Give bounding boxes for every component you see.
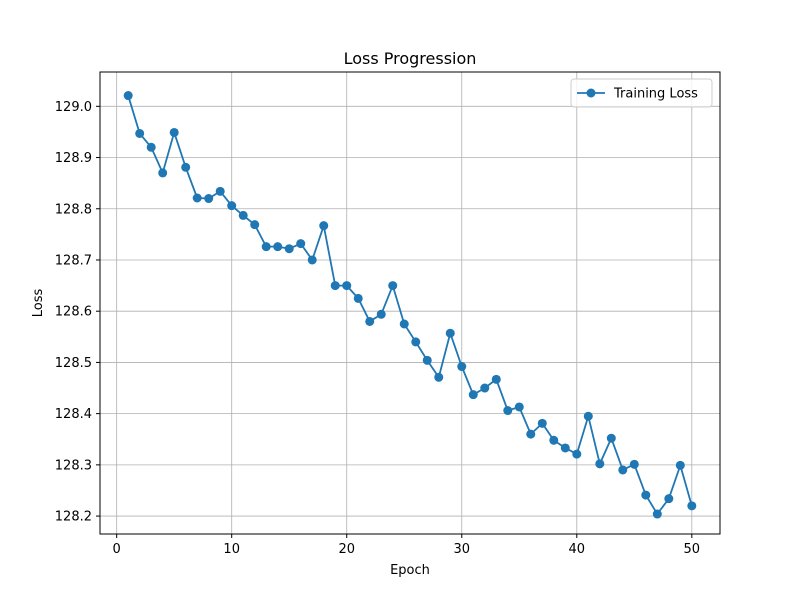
data-point xyxy=(158,168,168,178)
plot-frame xyxy=(99,71,721,535)
legend-marker xyxy=(586,88,596,98)
data-point xyxy=(215,186,225,196)
data-point xyxy=(422,355,432,365)
data-point xyxy=(526,429,536,439)
y-tick-label: 128.3 xyxy=(55,458,92,473)
data-point xyxy=(388,281,398,291)
axis-ticks: 0 10 20 30 40 50 128.2 128.3 128.4 128.5 128.6 128.… xyxy=(55,100,700,557)
data-point xyxy=(296,239,306,249)
data-point xyxy=(261,242,271,252)
data-point xyxy=(284,244,294,254)
data-point xyxy=(146,142,156,152)
data-point xyxy=(445,328,455,338)
x-axis-label: Epoch xyxy=(390,563,430,578)
data-point xyxy=(123,91,133,101)
y-tick-label: 129.0 xyxy=(55,100,92,115)
data-point xyxy=(319,221,329,231)
data-point xyxy=(365,316,375,326)
y-tick-label: 128.9 xyxy=(55,151,92,166)
y-tick-label: 128.7 xyxy=(55,253,92,268)
data-point xyxy=(169,127,179,137)
data-point xyxy=(227,201,237,211)
data-point xyxy=(583,411,593,421)
data-point xyxy=(468,390,478,400)
data-point xyxy=(537,418,547,428)
data-point xyxy=(330,281,340,291)
x-tick-label: 30 xyxy=(453,542,470,557)
data-point xyxy=(353,293,363,303)
chart-title: Loss Progression xyxy=(344,49,477,68)
data-point xyxy=(641,490,651,500)
data-point xyxy=(434,372,444,382)
data-point xyxy=(549,435,559,445)
data-point xyxy=(514,402,524,412)
data-point xyxy=(503,406,513,416)
data-point xyxy=(411,337,421,347)
data-point xyxy=(664,494,674,504)
y-tick-label: 128.8 xyxy=(55,202,92,217)
data-point xyxy=(273,242,283,252)
y-tick-label: 128.4 xyxy=(55,407,92,422)
data-point xyxy=(560,443,570,453)
data-point xyxy=(595,459,605,469)
data-point xyxy=(491,374,501,384)
y-axis-label: Loss xyxy=(31,289,46,318)
y-tick-label: 128.2 xyxy=(55,510,92,525)
data-point xyxy=(618,465,628,475)
data-point xyxy=(181,162,191,172)
data-point xyxy=(135,128,145,138)
data-point xyxy=(399,319,409,329)
y-tick-label: 128.6 xyxy=(55,305,92,320)
x-tick-label: 0 xyxy=(113,542,121,557)
data-point xyxy=(457,362,467,372)
legend-label: Training Loss xyxy=(613,87,698,102)
data-point xyxy=(687,501,697,511)
data-point xyxy=(250,220,260,230)
data-point xyxy=(376,309,386,319)
plot-area xyxy=(100,72,720,534)
data-point xyxy=(238,210,248,220)
data-point xyxy=(192,193,202,203)
data-point xyxy=(307,255,317,265)
x-tick-label: 50 xyxy=(684,542,701,557)
data-point xyxy=(652,509,662,519)
data-point xyxy=(675,460,685,470)
legend: Training Loss xyxy=(570,78,713,108)
x-tick-label: 40 xyxy=(569,542,586,557)
x-tick-label: 10 xyxy=(223,542,240,557)
y-tick-label: 128.5 xyxy=(55,356,92,371)
legend-box xyxy=(570,78,713,108)
data-point xyxy=(572,449,582,459)
data-point xyxy=(629,459,639,469)
x-tick-label: 20 xyxy=(338,542,355,557)
data-point xyxy=(204,194,214,204)
grid-lines xyxy=(100,72,720,534)
series-layer xyxy=(123,91,697,519)
data-point xyxy=(342,281,352,291)
data-point xyxy=(480,383,490,393)
data-point xyxy=(606,433,616,443)
